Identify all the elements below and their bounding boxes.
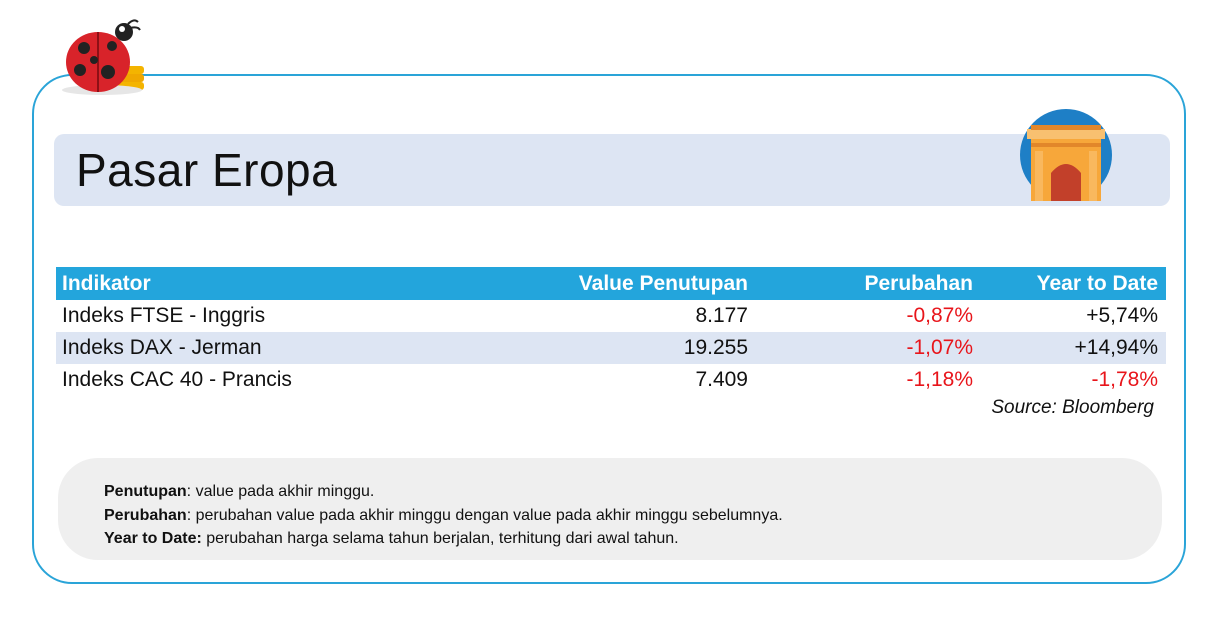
note-term: Penutupan bbox=[104, 483, 187, 500]
row-perubahan: -1,18% bbox=[906, 368, 973, 391]
row-value: 8.177 bbox=[695, 304, 748, 327]
page-title: Pasar Eropa bbox=[76, 144, 338, 196]
title-bar: Pasar Eropa bbox=[54, 134, 1170, 206]
header-perubahan: Perubahan bbox=[864, 272, 973, 295]
row-perubahan: -0,87% bbox=[906, 304, 973, 327]
row-ytd: +14,94% bbox=[1074, 336, 1159, 359]
row-value: 7.409 bbox=[695, 368, 748, 391]
note-text: perubahan harga selama tahun berjalan, t… bbox=[201, 530, 679, 547]
table-row: Indeks DAX - Jerman 19.255 -1,07% +14,94… bbox=[56, 332, 1166, 364]
header-value-penutupan: Value Penutupan bbox=[578, 272, 748, 295]
row-ytd: -1,78% bbox=[1091, 368, 1158, 391]
table-row: Indeks FTSE - Inggris 8.177 -0,87% +5,74… bbox=[56, 300, 1166, 332]
table-row: Indeks CAC 40 - Prancis 7.409 -1,18% -1,… bbox=[56, 364, 1166, 396]
note-text: : value pada akhir minggu. bbox=[186, 483, 375, 500]
source-note: Source: Bloomberg bbox=[991, 397, 1154, 418]
row-indikator: Indeks DAX - Jerman bbox=[62, 336, 262, 359]
arch-icon bbox=[1020, 109, 1112, 201]
notes-box: Penutupan: value pada akhir minggu. Peru… bbox=[58, 458, 1162, 560]
ladybug-icon bbox=[62, 19, 144, 95]
row-perubahan: -1,07% bbox=[906, 336, 973, 359]
row-value: 19.255 bbox=[683, 336, 748, 359]
header-ytd: Year to Date bbox=[1036, 272, 1158, 295]
note-ytd: Year to Date: perubahan harga selama tah… bbox=[104, 529, 679, 549]
row-indikator: Indeks FTSE - Inggris bbox=[62, 304, 266, 327]
note-text: : perubahan value pada akhir minggu deng… bbox=[186, 507, 783, 524]
note-term: Perubahan bbox=[104, 507, 187, 524]
row-ytd: +5,74% bbox=[1086, 304, 1158, 327]
note-term: Year to Date: bbox=[104, 530, 202, 547]
header-indikator: Indikator bbox=[62, 272, 151, 295]
note-perubahan: Perubahan: perubahan value pada akhir mi… bbox=[104, 506, 783, 526]
indicator-table: Indikator Value Penutupan Perubahan Year… bbox=[56, 267, 1166, 418]
note-penutupan: Penutupan: value pada akhir minggu. bbox=[104, 482, 374, 502]
table-header: Indikator Value Penutupan Perubahan Year… bbox=[56, 267, 1166, 300]
row-indikator: Indeks CAC 40 - Prancis bbox=[62, 368, 292, 391]
